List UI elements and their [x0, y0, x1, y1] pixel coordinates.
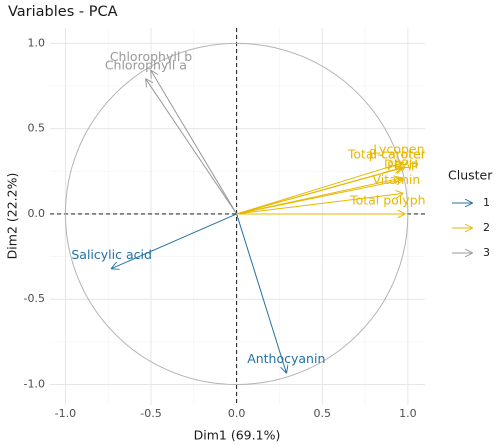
vector-label: FRAP: [387, 158, 419, 173]
legend-label: 1: [483, 196, 490, 209]
vector-label: Chlorophyll a: [105, 58, 187, 73]
legend: Cluster 1 2 3: [448, 168, 493, 260]
x-tick-label: 0.5: [314, 407, 332, 420]
vector-arrow: [236, 168, 403, 215]
vector-arrow: [112, 213, 237, 269]
vector-label: Chlorophyll b: [110, 49, 192, 64]
x-tick-label: 0.0: [228, 407, 246, 420]
vector-label: Total polyphenols: [349, 192, 459, 207]
vector-label: Lycopene: [373, 141, 432, 156]
x-axis-label: Dim1 (69.1%): [194, 428, 281, 443]
vector-arrow: [151, 71, 238, 215]
x-tick-label: -1.0: [55, 407, 76, 420]
y-tick-label: -1.0: [24, 378, 45, 391]
vector-arrow: [236, 213, 287, 373]
y-tick-label: 1.0: [28, 36, 46, 49]
legend-label: 2: [483, 221, 490, 234]
vector-arrow: [236, 193, 403, 215]
correlation-circle: [64, 42, 409, 386]
chart-title: Variables - PCA: [8, 4, 118, 20]
y-tick-label: -0.5: [24, 292, 45, 305]
vector-label: Salicylic acid: [71, 247, 152, 262]
vector-arrow: [146, 79, 238, 215]
x-tick-label: -0.5: [140, 407, 161, 420]
vector-label: Total carotenoids: [347, 146, 454, 161]
y-axis-label: Dim2 (22.2%): [5, 173, 20, 260]
legend-label: 3: [483, 246, 490, 259]
legend-title: Cluster: [448, 168, 493, 183]
x-tick-label: 1.0: [399, 407, 417, 420]
vector-label: Anthocyanin: [247, 351, 325, 366]
vector-arrow: [236, 178, 401, 215]
vector-label: DPPH: [384, 157, 418, 172]
vector-label: β-carotene: [369, 146, 437, 161]
y-tick-label: 0.0: [28, 207, 46, 220]
vector-label: Vitamin C: [372, 172, 433, 187]
vector-arrow: [236, 163, 403, 215]
y-tick-label: 0.5: [28, 122, 46, 135]
